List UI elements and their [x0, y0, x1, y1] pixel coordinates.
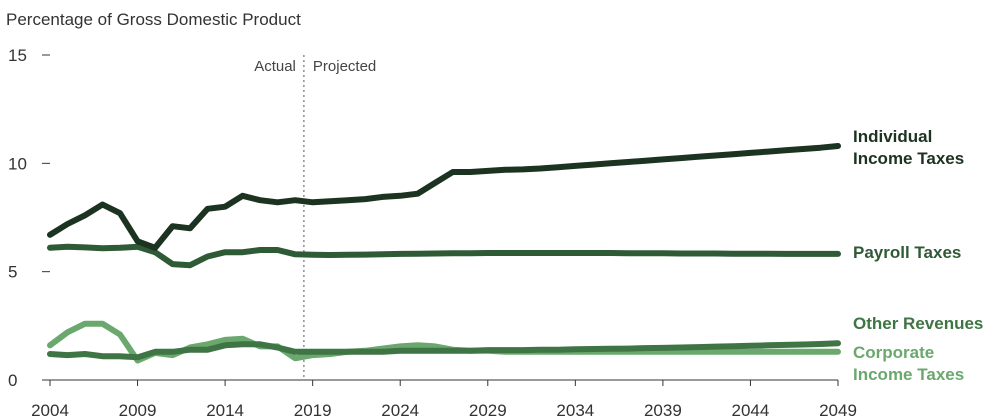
series-label-line: Income Taxes: [853, 149, 964, 168]
x-tick-label: 2044: [732, 401, 770, 419]
x-axis: 2004 2009 2014 2019 2024 2029 2034 2039 2044 2049: [31, 380, 857, 419]
y-axis: 0 5 10 15: [8, 46, 50, 390]
x-tick-label: 2049: [819, 401, 857, 419]
x-tick-label: 2014: [206, 401, 244, 419]
series-label-line: Individual: [853, 127, 932, 146]
x-tick-label: 2034: [556, 401, 594, 419]
series-label-line: Corporate: [853, 343, 934, 362]
actual-label: Actual: [254, 58, 296, 75]
x-tick-label: 2004: [31, 401, 69, 419]
series-labels: Individual Income Taxes Payroll Taxes Other…: [853, 127, 983, 384]
series-label-payroll-taxes: Payroll Taxes: [853, 243, 961, 262]
series-line-other-revenues: [47, 340, 841, 361]
x-tick-label: 2029: [469, 401, 507, 419]
x-tick-label: 2039: [644, 401, 682, 419]
y-tick-label: 5: [8, 263, 17, 282]
series-label-line: Payroll Taxes: [853, 243, 961, 262]
series-lines: [47, 143, 841, 364]
series-line-payroll-taxes: [47, 243, 841, 269]
y-tick-label: 0: [8, 371, 17, 390]
series-label-corporate-income-taxes: Corporate Income Taxes: [853, 343, 964, 384]
x-tick-label: 2009: [119, 401, 157, 419]
series-line-corporate-income-taxes: [47, 320, 841, 364]
series-label-line: Income Taxes: [853, 365, 964, 384]
y-axis-label: Percentage of Gross Domestic Product: [6, 10, 301, 29]
series-label-individual-income-taxes: Individual Income Taxes: [853, 127, 964, 168]
series-label-other-revenues: Other Revenues: [853, 314, 983, 333]
x-tick-label: 2024: [381, 401, 419, 419]
x-tick-label: 2019: [294, 401, 332, 419]
projected-label: Projected: [313, 58, 376, 75]
y-tick-label: 10: [8, 154, 27, 173]
y-tick-label: 15: [8, 46, 27, 65]
series-label-line: Other Revenues: [853, 314, 983, 333]
series-line-individual-income-taxes: [47, 143, 841, 251]
